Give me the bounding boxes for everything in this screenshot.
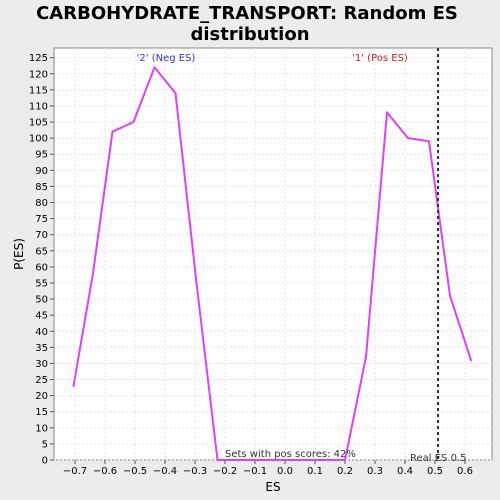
x-tick-label: −0.1 xyxy=(243,466,267,477)
x-tick-label: 0.4 xyxy=(397,466,413,477)
x-axis-label: ES xyxy=(265,480,280,494)
data-point xyxy=(365,356,367,358)
x-tick-label: 0.1 xyxy=(307,466,323,477)
x-tick-label: −0.6 xyxy=(93,466,117,477)
x-tick-label: −0.7 xyxy=(63,466,87,477)
data-point xyxy=(216,459,219,461)
y-tick-label: 25 xyxy=(35,375,48,386)
y-tick-label: 0 xyxy=(42,456,48,467)
data-point xyxy=(407,137,409,140)
y-tick-label: 110 xyxy=(29,101,48,112)
y-tick-label: 85 xyxy=(35,182,48,193)
data-point xyxy=(195,281,198,284)
y-tick-label: 65 xyxy=(35,246,48,257)
x-tick-label: 0.6 xyxy=(457,466,473,477)
data-point xyxy=(449,294,451,297)
chart-title-line1: CARBOHYDRATE_TRANSPORT: Random ES xyxy=(36,3,458,24)
x-tick-label: 0.0 xyxy=(277,466,293,477)
data-point xyxy=(111,130,114,133)
y-tick-label: 125 xyxy=(29,53,48,64)
x-tick-label: 0.3 xyxy=(367,466,383,477)
y-tick-label: 105 xyxy=(29,118,48,129)
y-tick-label: 75 xyxy=(35,214,48,225)
y-axis-label: P(ES) xyxy=(12,238,26,270)
y-tick-label: 45 xyxy=(35,311,48,322)
y-tick-label: 20 xyxy=(35,391,48,402)
data-point xyxy=(174,92,177,95)
data-point xyxy=(470,359,472,362)
y-tick-label: 60 xyxy=(35,262,48,273)
y-tick-label: 15 xyxy=(35,407,48,418)
sets-with-pos-scores-label: Sets with pos scores: 42% xyxy=(225,449,356,460)
data-point xyxy=(72,384,75,387)
data-point xyxy=(386,111,388,114)
data-point xyxy=(344,459,346,461)
plot-area xyxy=(53,47,493,461)
y-tick-label: 10 xyxy=(35,423,48,434)
x-tick-label: 0.5 xyxy=(427,466,443,477)
chart-title-line2: distribution xyxy=(190,24,309,45)
y-tick-label: 50 xyxy=(35,295,48,306)
x-tick-label: −0.2 xyxy=(213,466,237,477)
pos-es-label: '1' (Pos ES) xyxy=(352,53,408,64)
data-point xyxy=(153,66,156,69)
x-tick-label: −0.3 xyxy=(183,466,207,477)
x-tick-label: −0.4 xyxy=(153,466,177,477)
y-tick-label: 80 xyxy=(35,198,48,209)
data-point xyxy=(132,121,135,124)
y-tick-label: 35 xyxy=(35,343,48,354)
y-axis-ticks: 0 5 10 15 20 25 30 35 40 45 50 55 60 65 70 75 80 85 90 95 10… xyxy=(29,53,54,467)
x-tick-label: −0.5 xyxy=(123,466,147,477)
y-tick-label: 100 xyxy=(29,134,48,145)
x-tick-label: 0.2 xyxy=(337,466,353,477)
y-tick-label: 70 xyxy=(35,230,48,241)
neg-es-label: '2' (Neg ES) xyxy=(137,53,196,64)
y-tick-label: 55 xyxy=(35,278,48,289)
y-tick-label: 5 xyxy=(42,439,48,450)
y-tick-label: 30 xyxy=(35,359,48,370)
data-point xyxy=(428,140,430,143)
y-tick-label: 120 xyxy=(29,69,48,80)
real-es-label: Real ES 0.5 xyxy=(410,453,466,464)
y-tick-label: 40 xyxy=(35,327,48,338)
series-group xyxy=(72,66,472,461)
x-axis-ticks: −0.7 −0.6 −0.5 −0.4 −0.3 −0.2 −0.1 0.0 0.1 0.2 0.3… xyxy=(63,460,473,477)
y-tick-label: 90 xyxy=(35,166,48,177)
y-tick-label: 95 xyxy=(35,150,48,161)
data-point xyxy=(92,272,94,275)
y-tick-label: 115 xyxy=(29,85,48,96)
